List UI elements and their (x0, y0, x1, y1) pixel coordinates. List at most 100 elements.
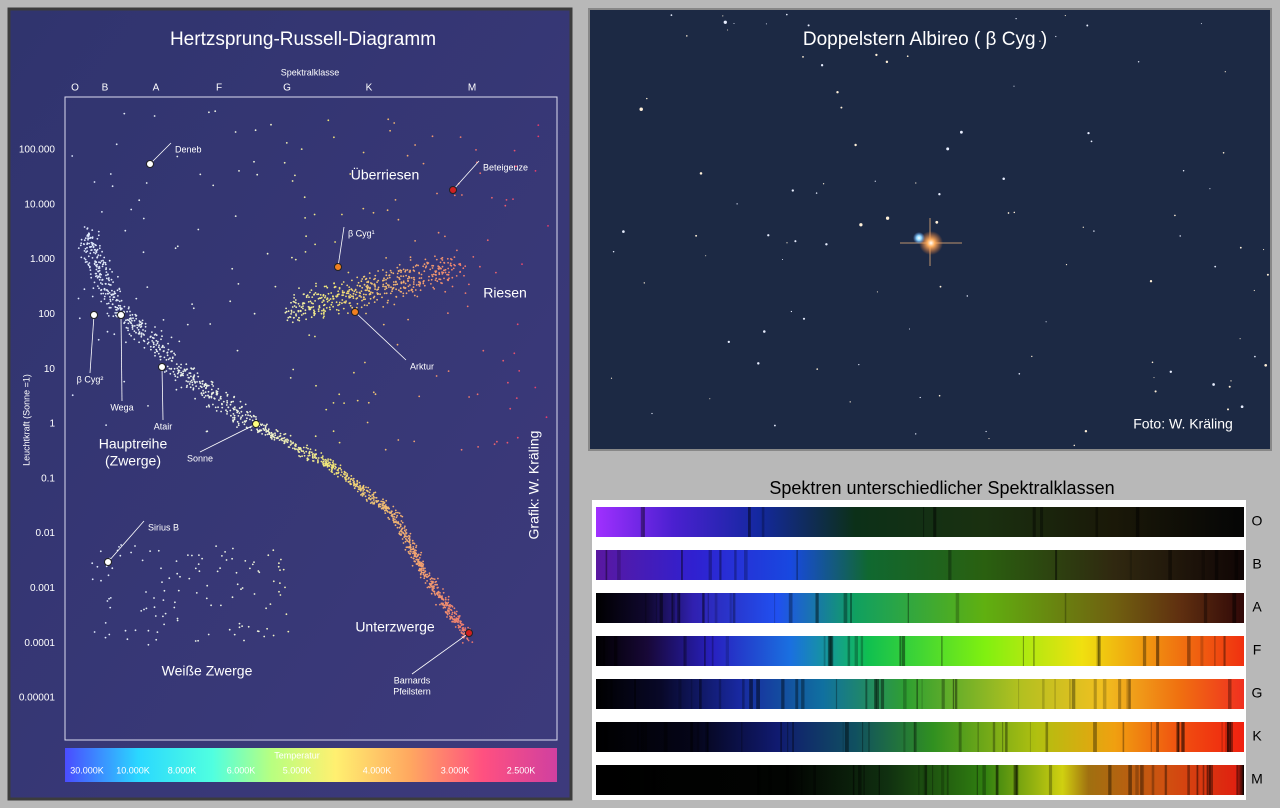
star-dot (441, 259, 444, 261)
star-dot (204, 391, 207, 393)
star-dot (392, 519, 395, 522)
star-dot (208, 111, 210, 114)
star-dot (403, 533, 406, 535)
star-dot (453, 615, 456, 618)
sky-star (773, 424, 776, 427)
star-dot (159, 355, 162, 358)
star-dot (155, 334, 158, 337)
star-dot (138, 341, 141, 344)
star-dot (291, 256, 293, 259)
star-dot (253, 160, 255, 163)
star-dot (451, 285, 454, 288)
star-dot (106, 600, 109, 602)
absorption-line (1128, 765, 1132, 795)
star-dot (104, 282, 107, 285)
star-dot (295, 313, 297, 316)
star-dot (405, 292, 408, 295)
star-dot (440, 596, 443, 598)
star-dot (284, 439, 287, 441)
star-dot (104, 263, 107, 266)
star-dot (197, 228, 200, 231)
star-dot (93, 181, 96, 183)
color-bar-label: 10.000K (116, 765, 150, 775)
star-dot (241, 421, 244, 424)
star-dot (393, 122, 396, 124)
star-dot (417, 283, 420, 286)
star-dot (385, 287, 388, 290)
sky-star (736, 203, 738, 205)
star-dot (145, 182, 148, 184)
star-dot (131, 313, 134, 316)
star-dot (236, 420, 239, 423)
star-dot (451, 276, 454, 279)
star-dot (186, 374, 189, 376)
star-dot (362, 207, 365, 210)
star-dot (91, 578, 94, 581)
star-dot (401, 527, 404, 530)
star-dot (365, 312, 367, 315)
star-dot (271, 438, 273, 440)
star-dot (335, 472, 338, 475)
star-dot (412, 266, 415, 269)
sky-star (820, 64, 824, 67)
star-dot (303, 302, 306, 305)
star-dot (516, 323, 519, 326)
star-dot (315, 457, 318, 459)
star-dot (289, 316, 292, 318)
star-dot (241, 414, 244, 417)
star-dot (298, 287, 300, 289)
star-dot (462, 623, 465, 626)
star-dot (459, 622, 462, 625)
star-dot (175, 363, 178, 365)
star-dot (225, 559, 228, 561)
star-label: Sirius B (148, 522, 179, 532)
star-dot (162, 615, 164, 618)
star-dot (311, 296, 314, 298)
star-dot (375, 500, 377, 502)
star-dot (83, 288, 86, 291)
star-dot (324, 461, 327, 463)
star-dot (176, 619, 179, 622)
star-dot (338, 441, 341, 444)
star-dot (418, 285, 421, 287)
star-dot (435, 277, 438, 280)
sky-star (612, 250, 615, 253)
star-dot (448, 612, 451, 615)
star-dot (321, 301, 324, 303)
star-dot (374, 285, 376, 288)
star-dot (320, 460, 323, 463)
star-dot (134, 629, 137, 632)
star-dot (356, 302, 359, 305)
y-tick-label: 10.000 (24, 199, 55, 210)
star-dot (172, 370, 175, 373)
leader-line (161, 366, 164, 421)
star-dot (352, 295, 355, 298)
star-dot (339, 467, 342, 470)
star-dot (280, 558, 282, 561)
absorption-line (1029, 722, 1031, 752)
star-dot (215, 391, 218, 394)
star-dot (418, 277, 421, 280)
absorption-line (1048, 765, 1053, 795)
star-dot (431, 588, 434, 590)
star-dot (419, 576, 422, 579)
star-dot (417, 558, 420, 561)
star-dot (229, 403, 232, 406)
star-dot (365, 286, 368, 288)
star-dot (537, 135, 540, 138)
star-dot (395, 281, 397, 283)
star-dot (345, 300, 347, 302)
star-dot (395, 511, 397, 514)
star-label: Barnards (394, 675, 431, 685)
star-dot (320, 312, 323, 315)
star-dot (358, 295, 361, 297)
star-dot (200, 386, 203, 389)
star-dot (438, 273, 441, 276)
star-dot (144, 325, 147, 328)
star-dot (422, 567, 425, 570)
star-dot (386, 277, 389, 280)
star-dot (183, 368, 186, 371)
star-dot (236, 583, 239, 586)
star-dot (420, 561, 422, 564)
star-dot (373, 501, 376, 504)
